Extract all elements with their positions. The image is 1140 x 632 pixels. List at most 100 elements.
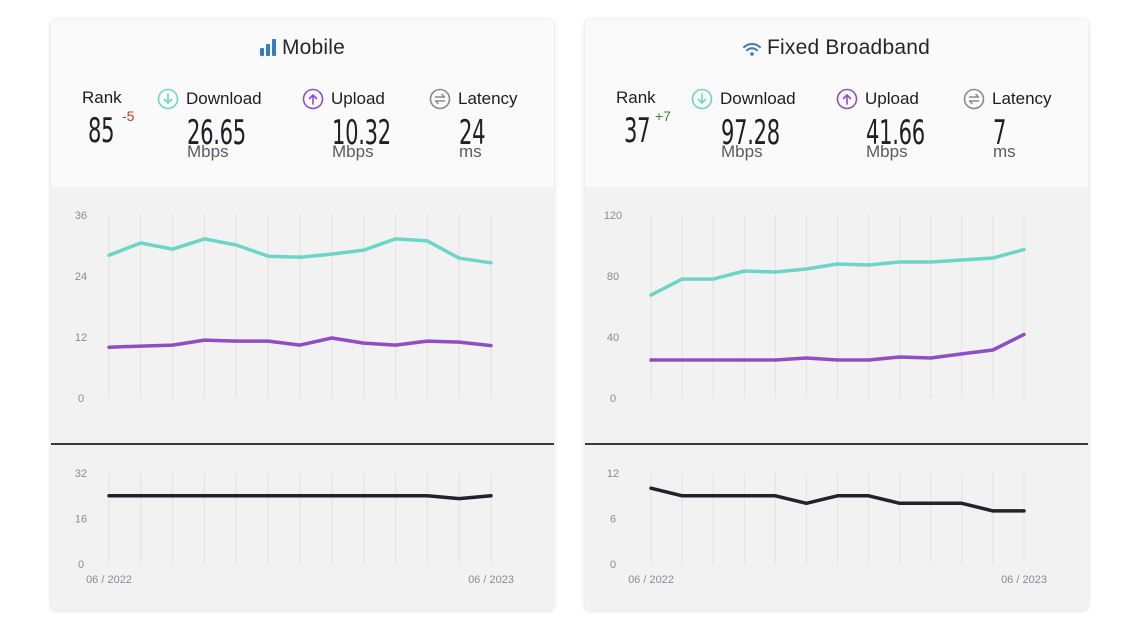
chart-divider bbox=[585, 443, 1088, 445]
download-label: Download bbox=[720, 89, 796, 108]
rank-delta: -5 bbox=[122, 108, 135, 124]
mobile-title-text: Mobile bbox=[281, 36, 346, 59]
upload-data-point bbox=[960, 352, 963, 355]
download-data-point bbox=[898, 260, 901, 263]
upload-value: 10.32 bbox=[332, 113, 391, 153]
download-value: 97.28 bbox=[721, 113, 780, 153]
upload-data-point bbox=[330, 337, 333, 340]
mobile-upload: Upload 10.32 Mbps bbox=[302, 88, 427, 162]
download-unit: Mbps bbox=[187, 142, 229, 161]
upload-data-point bbox=[681, 359, 684, 362]
x-tick-label: 06 / 2022 bbox=[628, 574, 674, 586]
broadband-rank: Rank 37 bbox=[616, 88, 666, 150]
upload-data-point bbox=[991, 348, 994, 351]
download-data-point bbox=[108, 254, 111, 257]
latency-data-point bbox=[991, 509, 994, 512]
rank-delta: +7 bbox=[655, 108, 671, 124]
upload-data-point bbox=[1023, 333, 1026, 336]
latency-data-point bbox=[805, 502, 808, 505]
mobile-card: Mobile Rank 85 -5 Download 26.65 Mbps Up… bbox=[51, 20, 554, 610]
upload-data-point bbox=[458, 341, 461, 344]
latency-data-point bbox=[712, 494, 715, 497]
broadband-charts: 0 40 80 120 0 6 12 06 / 2022 06 / 2023 bbox=[604, 210, 1047, 586]
download-data-point bbox=[774, 271, 777, 274]
signal-bars-icon bbox=[259, 38, 276, 62]
upload-data-point bbox=[867, 359, 870, 362]
upload-data-point bbox=[929, 357, 932, 360]
upload-data-point bbox=[299, 344, 302, 347]
download-data-point bbox=[805, 267, 808, 270]
upload-data-point bbox=[805, 357, 808, 360]
mobile-charts: 0 12 24 36 0 16 32 06 / 2022 06 / 2023 bbox=[75, 210, 514, 586]
download-data-point bbox=[712, 278, 715, 281]
latency-data-point bbox=[330, 494, 333, 497]
download-data-point bbox=[1023, 248, 1026, 251]
mobile-title: Mobile bbox=[51, 36, 554, 62]
upload-data-point bbox=[139, 345, 142, 348]
y-tick-label: 32 bbox=[75, 468, 87, 480]
chart-divider bbox=[51, 443, 554, 445]
x-tick-label: 06 / 2023 bbox=[468, 574, 514, 586]
download-series-line bbox=[107, 237, 493, 265]
download-data-point bbox=[330, 253, 333, 256]
broadband-summary: Fixed Broadband Rank 37 +7 Download 97.2… bbox=[585, 20, 1088, 187]
latency-data-point bbox=[171, 494, 174, 497]
latency-data-point bbox=[681, 494, 684, 497]
upload-data-point bbox=[235, 340, 238, 343]
download-data-point bbox=[426, 239, 429, 242]
latency-label: Latency bbox=[458, 89, 518, 108]
latency-data-point bbox=[299, 494, 302, 497]
latency-data-point bbox=[490, 494, 493, 497]
download-data-point bbox=[960, 258, 963, 261]
rank-label: Rank bbox=[616, 88, 656, 107]
y-tick-label: 0 bbox=[78, 559, 84, 571]
download-data-point bbox=[681, 278, 684, 281]
latency-data-point bbox=[774, 494, 777, 497]
latency-data-point bbox=[867, 494, 870, 497]
download-data-point bbox=[362, 249, 365, 252]
latency-data-point bbox=[650, 487, 653, 490]
upload-arrow-icon bbox=[302, 88, 324, 110]
y-tick-label: 0 bbox=[610, 393, 616, 405]
wifi-icon bbox=[743, 38, 762, 62]
x-tick-label: 06 / 2022 bbox=[86, 574, 132, 586]
latency-arrows-icon bbox=[429, 88, 451, 110]
latency-data-point bbox=[267, 494, 270, 497]
upload-data-point bbox=[774, 359, 777, 362]
download-arrow-icon bbox=[691, 88, 713, 110]
upload-unit: Mbps bbox=[332, 142, 374, 161]
latency-data-point bbox=[1023, 509, 1026, 512]
upload-data-point bbox=[267, 340, 270, 343]
upload-data-point bbox=[171, 344, 174, 347]
latency-data-point bbox=[929, 502, 932, 505]
latency-data-point bbox=[836, 494, 839, 497]
download-data-point bbox=[299, 256, 302, 259]
latency-data-point bbox=[743, 494, 746, 497]
download-data-point bbox=[394, 237, 397, 240]
y-tick-label: 24 bbox=[75, 271, 87, 283]
broadband-upload: Upload 41.66 Mbps bbox=[836, 88, 961, 162]
download-arrow-icon bbox=[157, 88, 179, 110]
mobile-speed-chart: 0 12 24 36 bbox=[75, 210, 493, 405]
latency-data-point bbox=[898, 502, 901, 505]
upload-data-point bbox=[394, 344, 397, 347]
upload-label: Upload bbox=[331, 89, 385, 108]
download-data-point bbox=[171, 248, 174, 251]
y-tick-label: 12 bbox=[607, 468, 619, 480]
broadband-title: Fixed Broadband bbox=[585, 36, 1088, 62]
mobile-download: Download 26.65 Mbps bbox=[157, 88, 282, 162]
latency-label: Latency bbox=[992, 89, 1052, 108]
download-data-point bbox=[867, 264, 870, 267]
latency-arrows-icon bbox=[963, 88, 985, 110]
download-label: Download bbox=[186, 89, 262, 108]
rank-value: 37 bbox=[624, 111, 651, 151]
latency-unit: ms bbox=[459, 142, 482, 161]
upload-unit: Mbps bbox=[866, 142, 908, 161]
y-tick-label: 12 bbox=[75, 332, 87, 344]
x-tick-label: 06 / 2023 bbox=[1001, 574, 1047, 586]
latency-data-point bbox=[235, 494, 238, 497]
upload-data-point bbox=[426, 340, 429, 343]
y-tick-label: 16 bbox=[75, 514, 87, 526]
upload-series-line bbox=[649, 332, 1026, 362]
upload-arrow-icon bbox=[836, 88, 858, 110]
